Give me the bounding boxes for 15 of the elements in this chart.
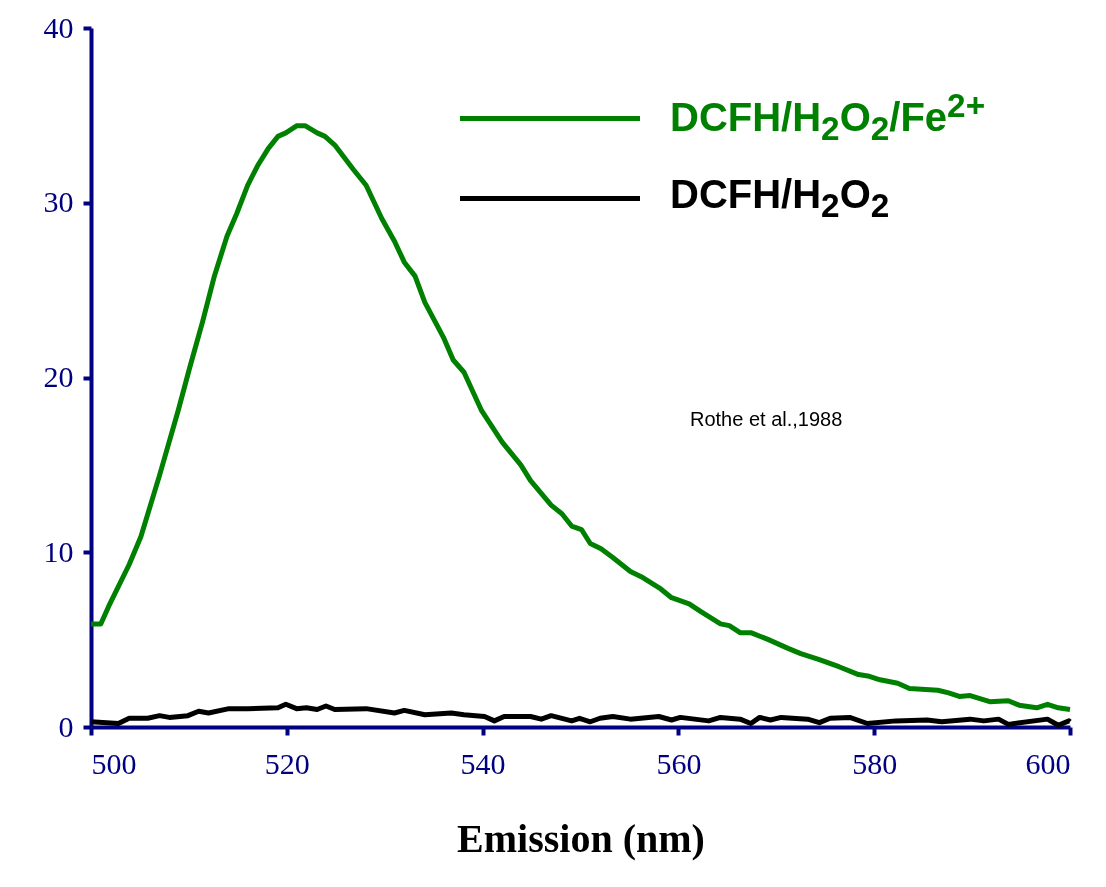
x-tick-label: 540 [460, 746, 506, 780]
x-tick-label: 580 [852, 746, 898, 780]
x-tick-label: 560 [656, 746, 702, 780]
y-tick-label: 30 [43, 185, 74, 219]
x-axis-title: Emission (nm) [457, 815, 705, 861]
x-tick-label: 520 [264, 746, 310, 780]
legend-label: DCFH/H$_{2}$O$_{2}$/Fe$^{2+}$ [670, 87, 986, 149]
x-tick-label: 500 [91, 746, 137, 780]
y-tick-label: 10 [43, 534, 74, 568]
legend-label: DCFH/H$_{2}$O$_{2}$ [670, 171, 890, 225]
y-tick-label: 0 [58, 709, 74, 743]
y-tick-label: 40 [43, 10, 74, 44]
annotation: Rothe et al.,1988 [690, 408, 843, 431]
y-tick-label: 20 [43, 360, 74, 393]
x-tick-label: 600 [1025, 746, 1071, 780]
